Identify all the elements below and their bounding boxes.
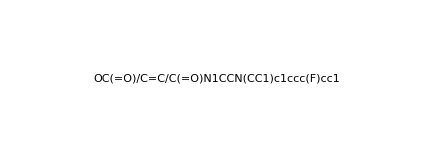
Text: OC(=O)/C=C/C(=O)N1CCN(CC1)c1ccc(F)cc1: OC(=O)/C=C/C(=O)N1CCN(CC1)c1ccc(F)cc1 xyxy=(93,73,340,83)
